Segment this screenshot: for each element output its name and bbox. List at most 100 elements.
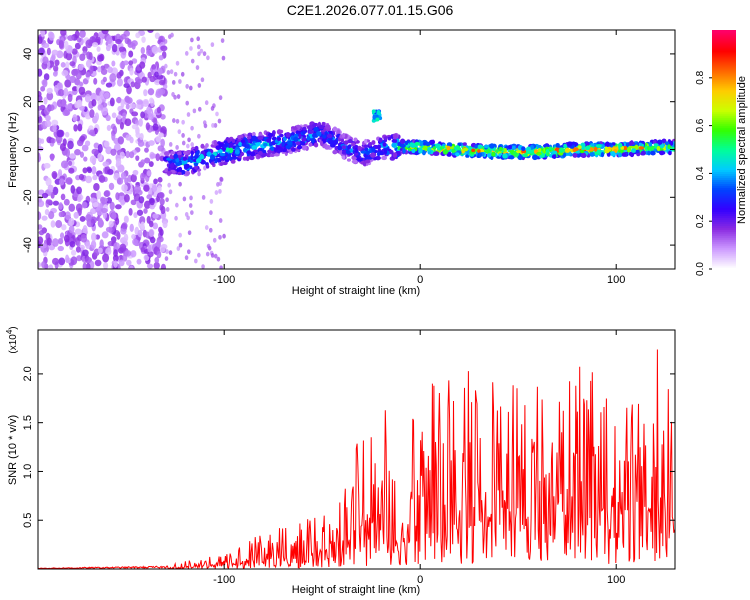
noise-cell <box>121 184 128 192</box>
noise-cell <box>92 42 99 48</box>
noise-cell <box>69 241 76 248</box>
noise-cell <box>54 84 59 93</box>
noise-cell <box>81 201 88 209</box>
colorbar-band <box>712 237 736 240</box>
colorbar-band <box>712 157 736 161</box>
colorbar-band <box>712 61 736 65</box>
ridge-cell <box>209 154 215 160</box>
colorbar-band <box>712 37 736 41</box>
noise-cell <box>157 185 162 193</box>
noise-cell <box>38 47 45 56</box>
ridge-cell <box>205 164 210 169</box>
ridge-cell <box>371 147 376 153</box>
noise-cell <box>176 94 181 99</box>
noise-cell <box>212 237 217 243</box>
noise-cell <box>197 133 201 139</box>
ridge-cell <box>477 149 481 153</box>
noise-cell <box>119 151 125 159</box>
ridge-cell <box>298 133 302 139</box>
colorbar-band <box>712 249 736 252</box>
noise-cell <box>113 242 120 250</box>
ridge-cell <box>595 144 602 148</box>
noise-cell <box>131 111 139 117</box>
ridge-cell <box>392 133 398 139</box>
noise-cell <box>126 97 133 104</box>
noise-cell <box>116 78 123 87</box>
ridge-cell <box>576 149 581 154</box>
ridge-cell <box>610 151 616 157</box>
ridge-cell <box>551 154 556 159</box>
colorbar-band <box>712 55 736 59</box>
ridge-cell <box>376 151 381 157</box>
noise-cell <box>103 140 110 148</box>
noise-cell <box>181 119 185 125</box>
noise-cell <box>67 160 73 166</box>
noise-cell <box>185 100 190 106</box>
ridge-cell <box>540 152 545 158</box>
noise-cell <box>135 131 141 138</box>
colorbar-band <box>712 245 736 248</box>
noise-cell <box>151 184 158 193</box>
noise-cell <box>114 204 122 210</box>
colorbar-band <box>712 77 736 81</box>
ridge-cell <box>577 145 582 150</box>
noise-cell <box>120 99 125 108</box>
noise-cell <box>76 186 82 195</box>
noise-cell <box>69 61 76 67</box>
ridge-cell <box>354 147 359 154</box>
ridge-cell <box>306 135 311 141</box>
noise-cell <box>106 35 113 45</box>
colorbar-band <box>712 155 736 159</box>
colorbar-band <box>712 247 736 250</box>
noise-cell <box>119 61 126 69</box>
ridge-cell <box>621 152 627 157</box>
colorbar-band <box>712 221 736 224</box>
noise-cell <box>79 151 85 158</box>
ridge-cell <box>442 149 449 155</box>
colorbar-band <box>712 133 736 137</box>
colorbar-band <box>712 181 736 184</box>
colorbar-band <box>712 201 736 204</box>
noise-cell <box>106 197 113 204</box>
noise-cell <box>156 250 162 259</box>
ridge-cell <box>301 145 307 151</box>
noise-cell <box>210 252 215 258</box>
colorbar-band <box>712 233 736 236</box>
colorbar-band <box>712 71 736 75</box>
noise-cell <box>60 30 67 37</box>
colorbar-band <box>712 99 736 103</box>
ridge-cell <box>423 142 427 146</box>
ridge-cell <box>330 143 334 148</box>
noise-cell <box>148 161 154 167</box>
ridge-cell <box>313 126 319 133</box>
noise-cell <box>190 142 194 147</box>
noise-cell <box>116 177 124 185</box>
noise-cell <box>123 82 130 89</box>
colorbar-band <box>712 191 736 194</box>
noise-cell <box>156 239 161 248</box>
noise-cell <box>57 237 64 245</box>
ridge-cell <box>648 142 653 147</box>
ridge-cell <box>225 147 230 152</box>
ridge-cell <box>563 143 568 149</box>
noise-cell <box>42 43 50 49</box>
noise-cell <box>143 208 148 214</box>
noise-cell <box>106 124 112 132</box>
noise-cell <box>162 83 168 90</box>
noise-cell <box>146 263 154 269</box>
ridge-cell <box>521 146 526 152</box>
ridge-cell <box>313 142 319 148</box>
noise-cell <box>58 40 64 49</box>
colorbar-band <box>712 197 736 200</box>
ridge-cell <box>227 137 231 144</box>
noise-cell <box>186 143 190 149</box>
noise-cell <box>158 192 165 199</box>
ridge-cell <box>222 161 228 166</box>
noise-cell <box>206 243 211 249</box>
noise-cell <box>93 77 98 85</box>
colorbar-band <box>712 153 736 157</box>
noise-cell <box>147 71 152 79</box>
ridge-cell <box>205 143 209 148</box>
noise-cell <box>136 78 143 84</box>
noise-cell <box>85 59 92 68</box>
